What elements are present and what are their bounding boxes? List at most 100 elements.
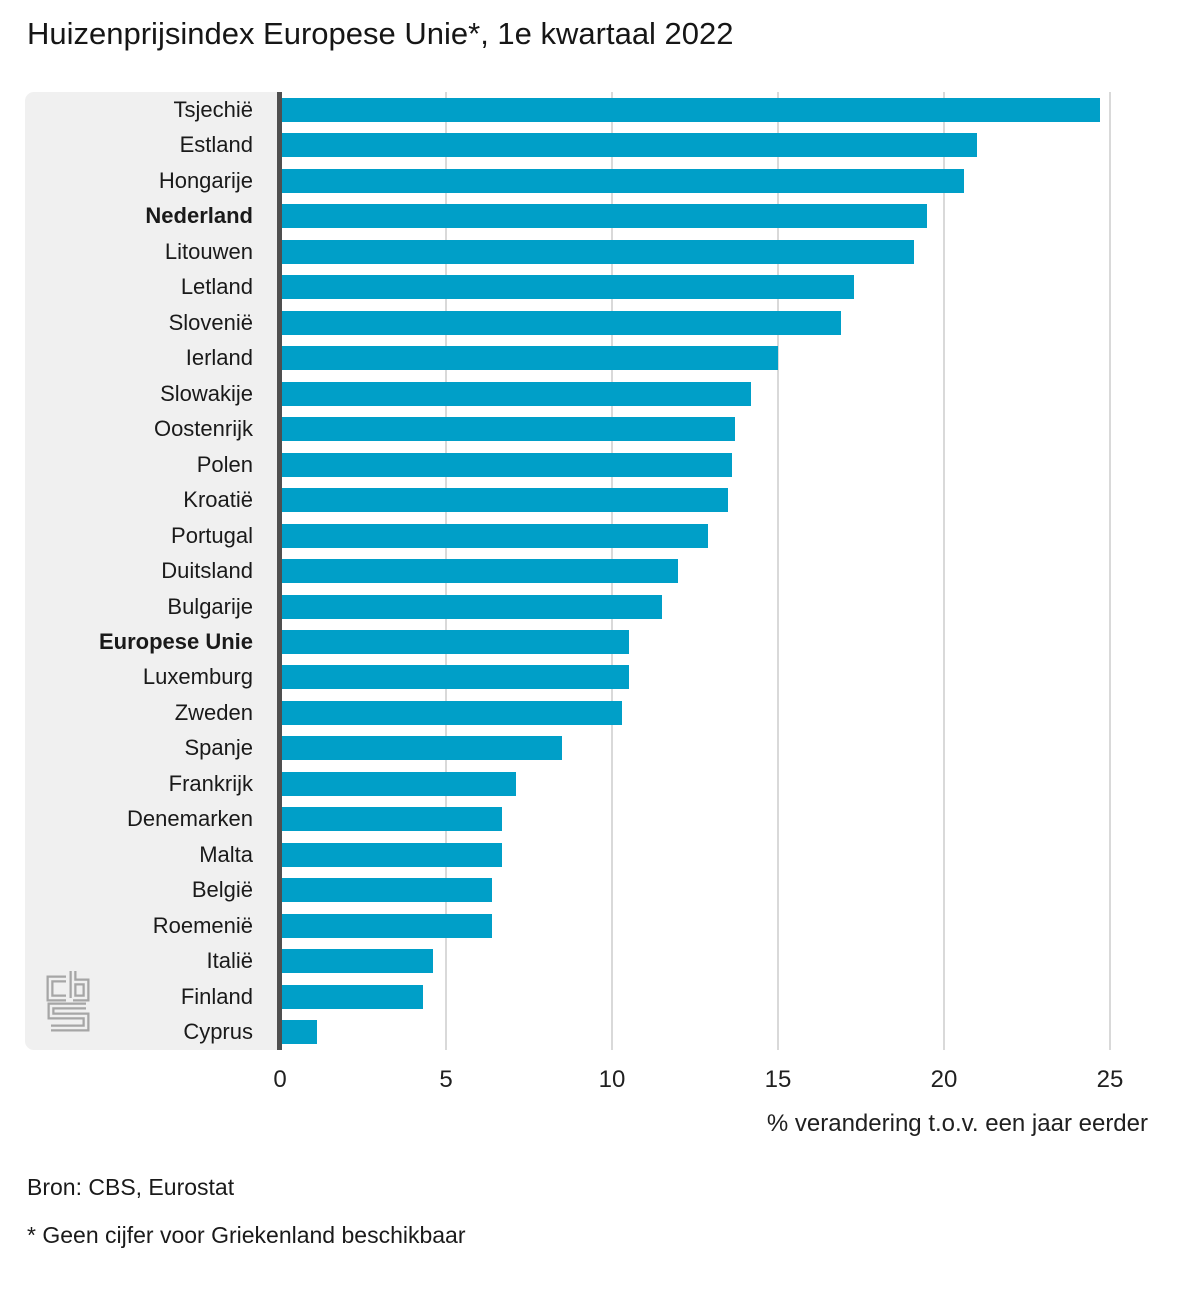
x-tick-label: 15 <box>764 1066 792 1093</box>
chart-row: Estland <box>25 127 1175 162</box>
bar <box>282 665 629 690</box>
category-label: Slowakije <box>160 380 253 406</box>
chart-row: Spanje <box>25 731 1175 766</box>
bar <box>282 842 503 867</box>
bar <box>282 381 752 406</box>
category-label: Finland <box>180 983 253 1009</box>
category-label: Roemenië <box>152 912 253 938</box>
chart-row: Slovenië <box>25 305 1175 340</box>
category-label: Luxemburg <box>142 664 253 690</box>
category-label: Slovenië <box>168 309 253 335</box>
category-label: Zweden <box>174 699 253 725</box>
bar <box>282 949 433 974</box>
category-label: Bulgarije <box>167 593 253 619</box>
category-label: Denemarken <box>127 806 253 832</box>
chart-row: Oostenrijk <box>25 411 1175 446</box>
category-label: Letland <box>180 274 253 300</box>
chart-row: Duitsland <box>25 553 1175 588</box>
category-label: Portugal <box>171 522 253 548</box>
cbs-logo-icon <box>46 971 90 1032</box>
category-label: Nederland <box>145 203 253 229</box>
chart-row: Frankrijk <box>25 766 1175 801</box>
source-note: Bron: CBS, Eurostat <box>27 1174 235 1200</box>
bar <box>282 984 423 1009</box>
chart-row: Polen <box>25 447 1175 482</box>
bar <box>282 417 735 442</box>
gridline <box>1109 92 1111 1050</box>
bar <box>282 630 629 654</box>
category-label: Frankrijk <box>168 770 253 796</box>
bar <box>282 913 493 938</box>
bar <box>282 133 978 158</box>
x-tick-label: 5 <box>439 1066 453 1093</box>
category-label: Spanje <box>184 735 253 761</box>
category-label: Tsjechië <box>173 96 253 122</box>
chart-row: Italië <box>25 944 1175 979</box>
chart-row: Tsjechië <box>25 92 1175 127</box>
x-tick-label: 20 <box>930 1066 958 1093</box>
chart-row: Cyprus <box>25 1015 1175 1050</box>
chart-row: Finland <box>25 979 1175 1014</box>
category-label: Polen <box>196 451 253 477</box>
bar <box>282 523 709 548</box>
bar <box>282 878 493 903</box>
chart-row: Roemenië <box>25 908 1175 943</box>
bar-rows: Tsjechië Estland Hongarije Nederland Litouwe… <box>25 92 1175 1050</box>
gridline <box>777 92 779 1050</box>
category-label: Duitsland <box>161 558 253 584</box>
category-label: Estland <box>179 132 253 158</box>
chart-row: Nederland <box>25 198 1175 233</box>
chart-row: Europese Unie <box>25 624 1175 659</box>
bar <box>282 346 778 371</box>
bar <box>282 488 729 513</box>
chart-row: Letland <box>25 269 1175 304</box>
bar <box>282 239 915 264</box>
bar-chart: Tsjechië Estland Hongarije Nederland Litouwe… <box>25 92 1175 1137</box>
category-label: Italië <box>206 948 253 974</box>
chart-row: Bulgarije <box>25 589 1175 624</box>
footnote: * Geen cijfer voor Griekenland beschikba… <box>27 1222 466 1248</box>
x-tick-label: 0 <box>273 1066 287 1093</box>
chart-row: België <box>25 873 1175 908</box>
category-label: Cyprus <box>183 1019 253 1045</box>
chart-row: Ierland <box>25 340 1175 375</box>
chart-row: Litouwen <box>25 234 1175 269</box>
x-tick-label: 25 <box>1096 1066 1124 1093</box>
x-axis-title: % verandering t.o.v. een jaar eerder <box>766 1110 1148 1137</box>
page-title: Huizenprijsindex Europese Unie*, 1e kwar… <box>27 16 734 51</box>
chart-row: Slowakije <box>25 376 1175 411</box>
category-label: Ierland <box>185 345 253 371</box>
bar <box>282 736 563 761</box>
category-label: Malta <box>199 841 253 867</box>
bar <box>282 1020 317 1045</box>
bar <box>282 168 964 193</box>
bar <box>282 807 503 832</box>
bar <box>282 559 679 584</box>
gridline <box>943 92 945 1050</box>
category-label: Hongarije <box>158 167 253 193</box>
x-axis-ticks: 0 5 10 15 20 25 <box>25 1066 1175 1096</box>
x-tick-label: 10 <box>598 1066 626 1093</box>
bar <box>282 275 855 300</box>
category-label: Litouwen <box>164 238 253 264</box>
bar <box>282 97 1101 122</box>
bar <box>282 594 662 619</box>
chart-row: Zweden <box>25 695 1175 730</box>
bar <box>282 452 732 477</box>
chart-row: Kroatië <box>25 482 1175 517</box>
bar <box>282 310 842 335</box>
category-labels-panel <box>25 92 277 1050</box>
chart-row: Malta <box>25 837 1175 872</box>
chart-row: Portugal <box>25 518 1175 553</box>
category-label: Kroatië <box>183 487 253 513</box>
chart-row: Luxemburg <box>25 660 1175 695</box>
category-label: Oostenrijk <box>153 416 253 442</box>
bar <box>282 771 516 796</box>
chart-row: Hongarije <box>25 163 1175 198</box>
bar <box>282 700 622 725</box>
bar <box>282 204 928 229</box>
category-label: België <box>191 877 253 903</box>
chart-row: Denemarken <box>25 802 1175 837</box>
y-axis-line <box>277 92 282 1050</box>
